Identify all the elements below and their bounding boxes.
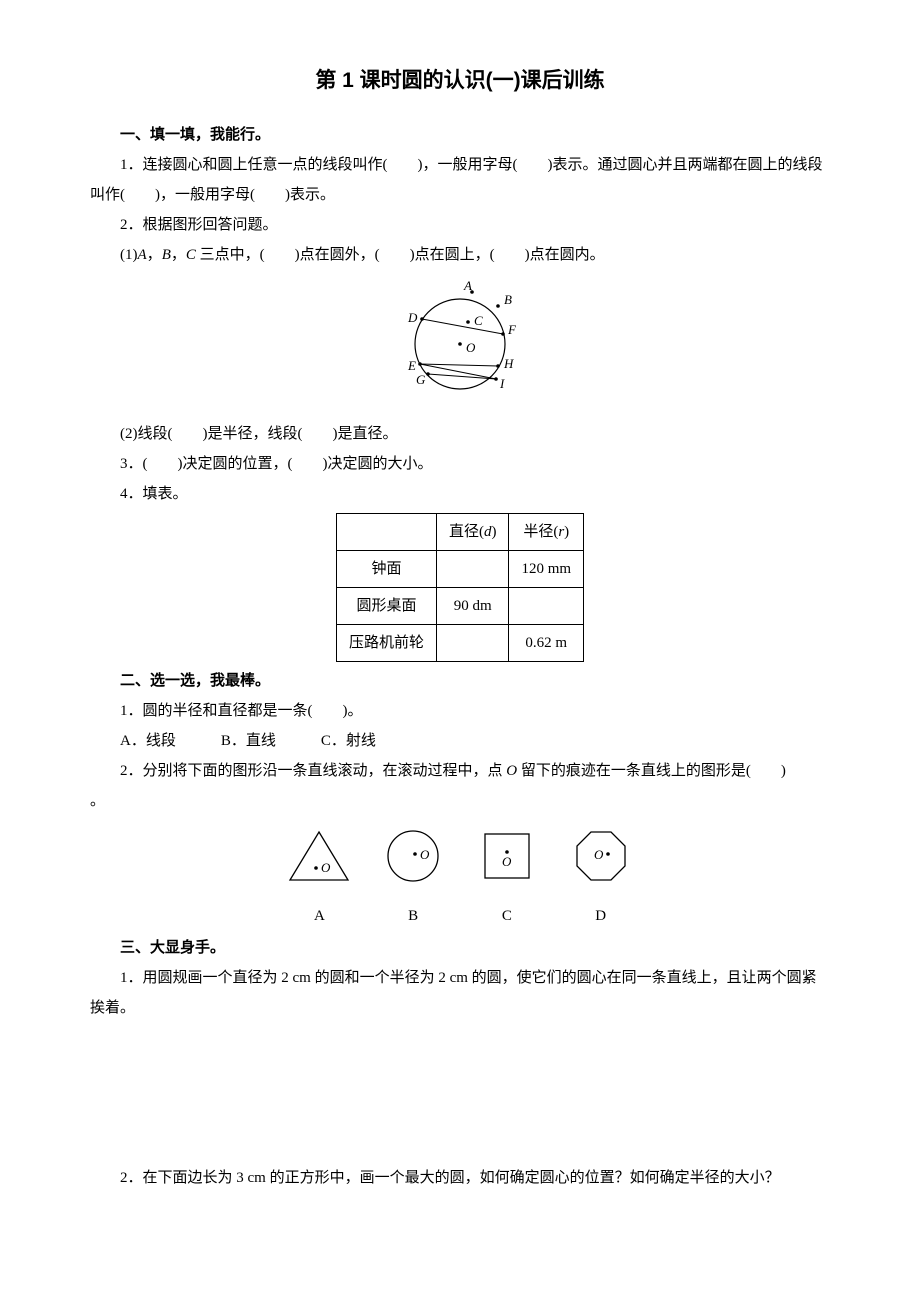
shape-A: O A bbox=[284, 826, 354, 931]
s1-table: 直径(d) 半径(r) 钟面 120 mm 圆形桌面 90 dm 压路机前轮 0… bbox=[336, 513, 584, 662]
svg-text:E: E bbox=[407, 358, 416, 373]
cell: 120 mm bbox=[509, 551, 584, 588]
svg-text:O: O bbox=[321, 860, 331, 875]
s2-q1: 1．圆的半径和直径都是一条( )。 bbox=[90, 696, 830, 726]
svg-text:A: A bbox=[463, 278, 472, 293]
th-radius: 半径(r) bbox=[509, 514, 584, 551]
drawing-space-1 bbox=[90, 1023, 830, 1163]
s1-q2-lead: 2．根据图形回答问题。 bbox=[90, 210, 830, 240]
th-diameter: 直径(d) bbox=[436, 514, 509, 551]
s2-q2: 2．分别将下面的图形沿一条直线滚动，在滚动过程中，点 O 留下的痕迹在一条直线上… bbox=[90, 756, 830, 786]
table-header-row: 直径(d) 半径(r) bbox=[336, 514, 583, 551]
svg-text:O: O bbox=[466, 340, 476, 355]
section-2-heading: 二、选一选，我最棒。 bbox=[90, 666, 830, 696]
shape-D: O D bbox=[566, 826, 636, 931]
s1-q2-1: (1)A，B，C 三点中，( )点在圆外，( )点在圆上，( )点在圆内。 bbox=[90, 240, 830, 270]
circle-diagram: A B C D E F G HI O bbox=[90, 274, 830, 415]
shape-label-A: A bbox=[284, 901, 354, 931]
cell bbox=[436, 625, 509, 662]
svg-text:O: O bbox=[420, 847, 430, 862]
s1-q4-lead: 4．填表。 bbox=[90, 479, 830, 509]
s1-q2-2: (2)线段( )是半径，线段( )是直径。 bbox=[90, 419, 830, 449]
svg-text:I: I bbox=[499, 376, 505, 391]
section-1-heading: 一、填一填，我能行。 bbox=[90, 120, 830, 150]
cell: 压路机前轮 bbox=[336, 625, 436, 662]
shape-C: O C bbox=[472, 826, 542, 931]
svg-text:F: F bbox=[507, 322, 517, 337]
cell: 钟面 bbox=[336, 551, 436, 588]
cell: 90 dm bbox=[436, 588, 509, 625]
shape-B: O B bbox=[378, 826, 448, 931]
table-row: 圆形桌面 90 dm bbox=[336, 588, 583, 625]
s3-q2: 2．在下面边长为 3 cm 的正方形中，画一个最大的圆，如何确定圆心的位置？如何… bbox=[90, 1163, 830, 1193]
th-blank bbox=[336, 514, 436, 551]
svg-text:C: C bbox=[474, 313, 483, 328]
svg-text:H: H bbox=[503, 356, 514, 371]
svg-text:O: O bbox=[502, 854, 512, 869]
s3-q1: 1．用圆规画一个直径为 2 cm 的圆和一个半径为 2 cm 的圆，使它们的圆心… bbox=[90, 963, 830, 1023]
svg-text:D: D bbox=[407, 310, 418, 325]
section-3-heading: 三、大显身手。 bbox=[90, 933, 830, 963]
svg-text:B: B bbox=[504, 292, 512, 307]
cell: 圆形桌面 bbox=[336, 588, 436, 625]
table-row: 压路机前轮 0.62 m bbox=[336, 625, 583, 662]
svg-text:G: G bbox=[416, 372, 426, 387]
cell: 0.62 m bbox=[509, 625, 584, 662]
cell bbox=[436, 551, 509, 588]
s2-q1-opts: A．线段 B．直线 C．射线 bbox=[90, 726, 830, 756]
table-row: 钟面 120 mm bbox=[336, 551, 583, 588]
shape-label-C: C bbox=[472, 901, 542, 931]
page-title: 第 1 课时圆的认识(一)课后训练 bbox=[90, 60, 830, 102]
s2-q2-tail: 。 bbox=[90, 786, 830, 816]
shape-label-B: B bbox=[378, 901, 448, 931]
shape-label-D: D bbox=[566, 901, 636, 931]
s1-q1: 1．连接圆心和圆上任意一点的线段叫作( )，一般用字母( )表示。通过圆心并且两… bbox=[90, 150, 830, 210]
shapes-row: O A O B O C O D bbox=[90, 826, 830, 931]
cell bbox=[509, 588, 584, 625]
s1-q3: 3．( )决定圆的位置，( )决定圆的大小。 bbox=[90, 449, 830, 479]
svg-text:O: O bbox=[594, 847, 604, 862]
